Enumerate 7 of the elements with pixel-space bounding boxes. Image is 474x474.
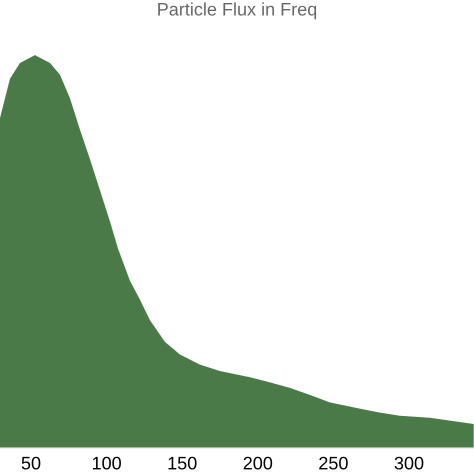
- x-tick-label: 50: [22, 456, 40, 470]
- x-tick-label: 100: [92, 456, 121, 470]
- x-tick-label: 200: [244, 456, 272, 470]
- x-tick-label: 150: [168, 456, 197, 470]
- x-tick-label: 300: [394, 456, 424, 470]
- chart-title: Particle Flux in Freq: [158, 2, 316, 20]
- x-tick-label: 250: [319, 456, 348, 470]
